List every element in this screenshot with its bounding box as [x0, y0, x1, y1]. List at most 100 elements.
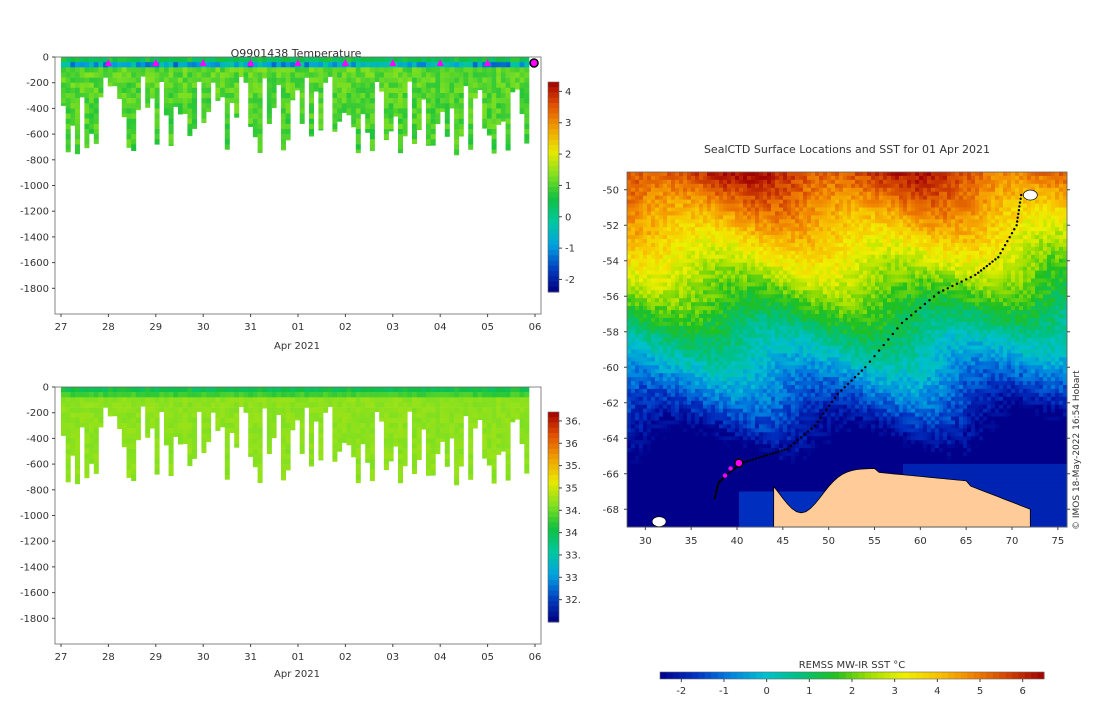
section-cell — [351, 83, 356, 88]
sst-cell — [639, 436, 644, 440]
sst-cell — [671, 472, 676, 476]
section-cell — [173, 72, 178, 77]
sst-cell — [647, 184, 652, 188]
colorbar-tick-label: -2 — [565, 275, 575, 286]
sst-cell — [679, 290, 684, 294]
sst-cell — [719, 247, 724, 251]
sst-cell — [635, 476, 640, 480]
section-cell — [94, 402, 99, 407]
section-cell — [272, 418, 277, 423]
sst-cell — [639, 503, 644, 507]
section-cell — [290, 423, 295, 428]
sst-cell — [679, 393, 684, 397]
colorbar-segment — [548, 219, 559, 225]
sst-cell — [671, 275, 676, 279]
sst-cell — [711, 353, 716, 357]
section-cell — [220, 93, 225, 97]
sst-cell — [667, 377, 672, 381]
section-cell — [478, 397, 483, 402]
sst-cell — [667, 413, 672, 417]
section-cell — [75, 392, 80, 397]
sst-cell — [691, 365, 696, 369]
sst-cell — [695, 208, 700, 212]
sst-cell — [683, 263, 688, 267]
section-cell — [155, 67, 160, 72]
sst-cell — [647, 492, 652, 496]
section-cell — [365, 444, 370, 449]
sst-cell — [719, 393, 724, 397]
section-cell — [215, 78, 220, 83]
sst-cell — [723, 338, 728, 342]
section-cell — [201, 423, 206, 428]
sst-cell — [719, 239, 724, 243]
section-cell — [393, 67, 398, 72]
sst-cell — [643, 172, 648, 176]
section-cell — [398, 88, 403, 93]
x-tick-label: 31 — [244, 322, 257, 333]
section-cell — [84, 433, 89, 438]
y-tick-label: -400 — [26, 104, 49, 115]
colorbar-tick-label: 0 — [565, 212, 571, 223]
section-cell — [421, 88, 426, 93]
section-cell — [403, 464, 408, 466]
section-cell — [150, 72, 155, 77]
sst-cell — [635, 235, 640, 239]
colorbar-segment — [548, 129, 559, 135]
section-cell — [347, 72, 352, 77]
x-tick-label: 04 — [434, 652, 447, 663]
section-cell — [389, 67, 394, 72]
sst-cell — [671, 223, 676, 227]
sst-cell — [703, 456, 708, 460]
section-cell — [84, 144, 89, 148]
section-cell — [342, 423, 347, 428]
section-cell — [169, 474, 174, 476]
section-cell — [459, 438, 464, 443]
section-cell — [440, 93, 445, 98]
section-cell — [403, 402, 408, 407]
section-cell — [332, 108, 337, 113]
section-cell — [309, 392, 314, 397]
section-cell — [506, 387, 511, 392]
sst-cell — [699, 310, 704, 314]
sst-cell — [655, 251, 660, 255]
sst-cell — [703, 468, 708, 472]
section-cell — [384, 397, 389, 402]
section-cell — [365, 423, 370, 428]
section-cell — [454, 78, 459, 83]
sst-cell — [667, 421, 672, 425]
section-cell — [75, 428, 80, 433]
section-cell — [75, 438, 80, 443]
colorbar-tick-label: 3 — [565, 118, 571, 129]
sst-cell — [627, 227, 632, 231]
section-cell — [445, 93, 450, 98]
sst-cell — [627, 444, 632, 448]
section-cell — [501, 433, 506, 438]
sst-cell — [719, 448, 724, 452]
section-cell — [347, 402, 352, 407]
section-cell — [131, 83, 136, 88]
sst-cell — [707, 503, 712, 507]
section-cell — [435, 103, 440, 108]
sst-cell — [643, 381, 648, 385]
sst-cell — [707, 519, 712, 523]
sst-cell — [679, 409, 684, 413]
section-cell — [248, 438, 253, 443]
sst-cell — [631, 322, 636, 326]
section-cell — [169, 78, 174, 83]
sst-cell — [647, 314, 652, 318]
sst-cell — [699, 385, 704, 389]
section-cell — [66, 67, 71, 72]
section-cell — [435, 408, 440, 413]
sst-cell — [671, 176, 676, 180]
section-cell — [318, 78, 323, 83]
sst-cell — [659, 499, 664, 503]
section-cell — [66, 134, 71, 139]
section-cell — [459, 62, 464, 67]
section-cell — [384, 392, 389, 397]
sst-cell — [707, 306, 712, 310]
section-cell — [510, 408, 515, 413]
section-cell — [131, 144, 136, 149]
section-cell — [136, 408, 141, 413]
section-cell — [169, 57, 174, 62]
section-cell — [524, 438, 529, 443]
